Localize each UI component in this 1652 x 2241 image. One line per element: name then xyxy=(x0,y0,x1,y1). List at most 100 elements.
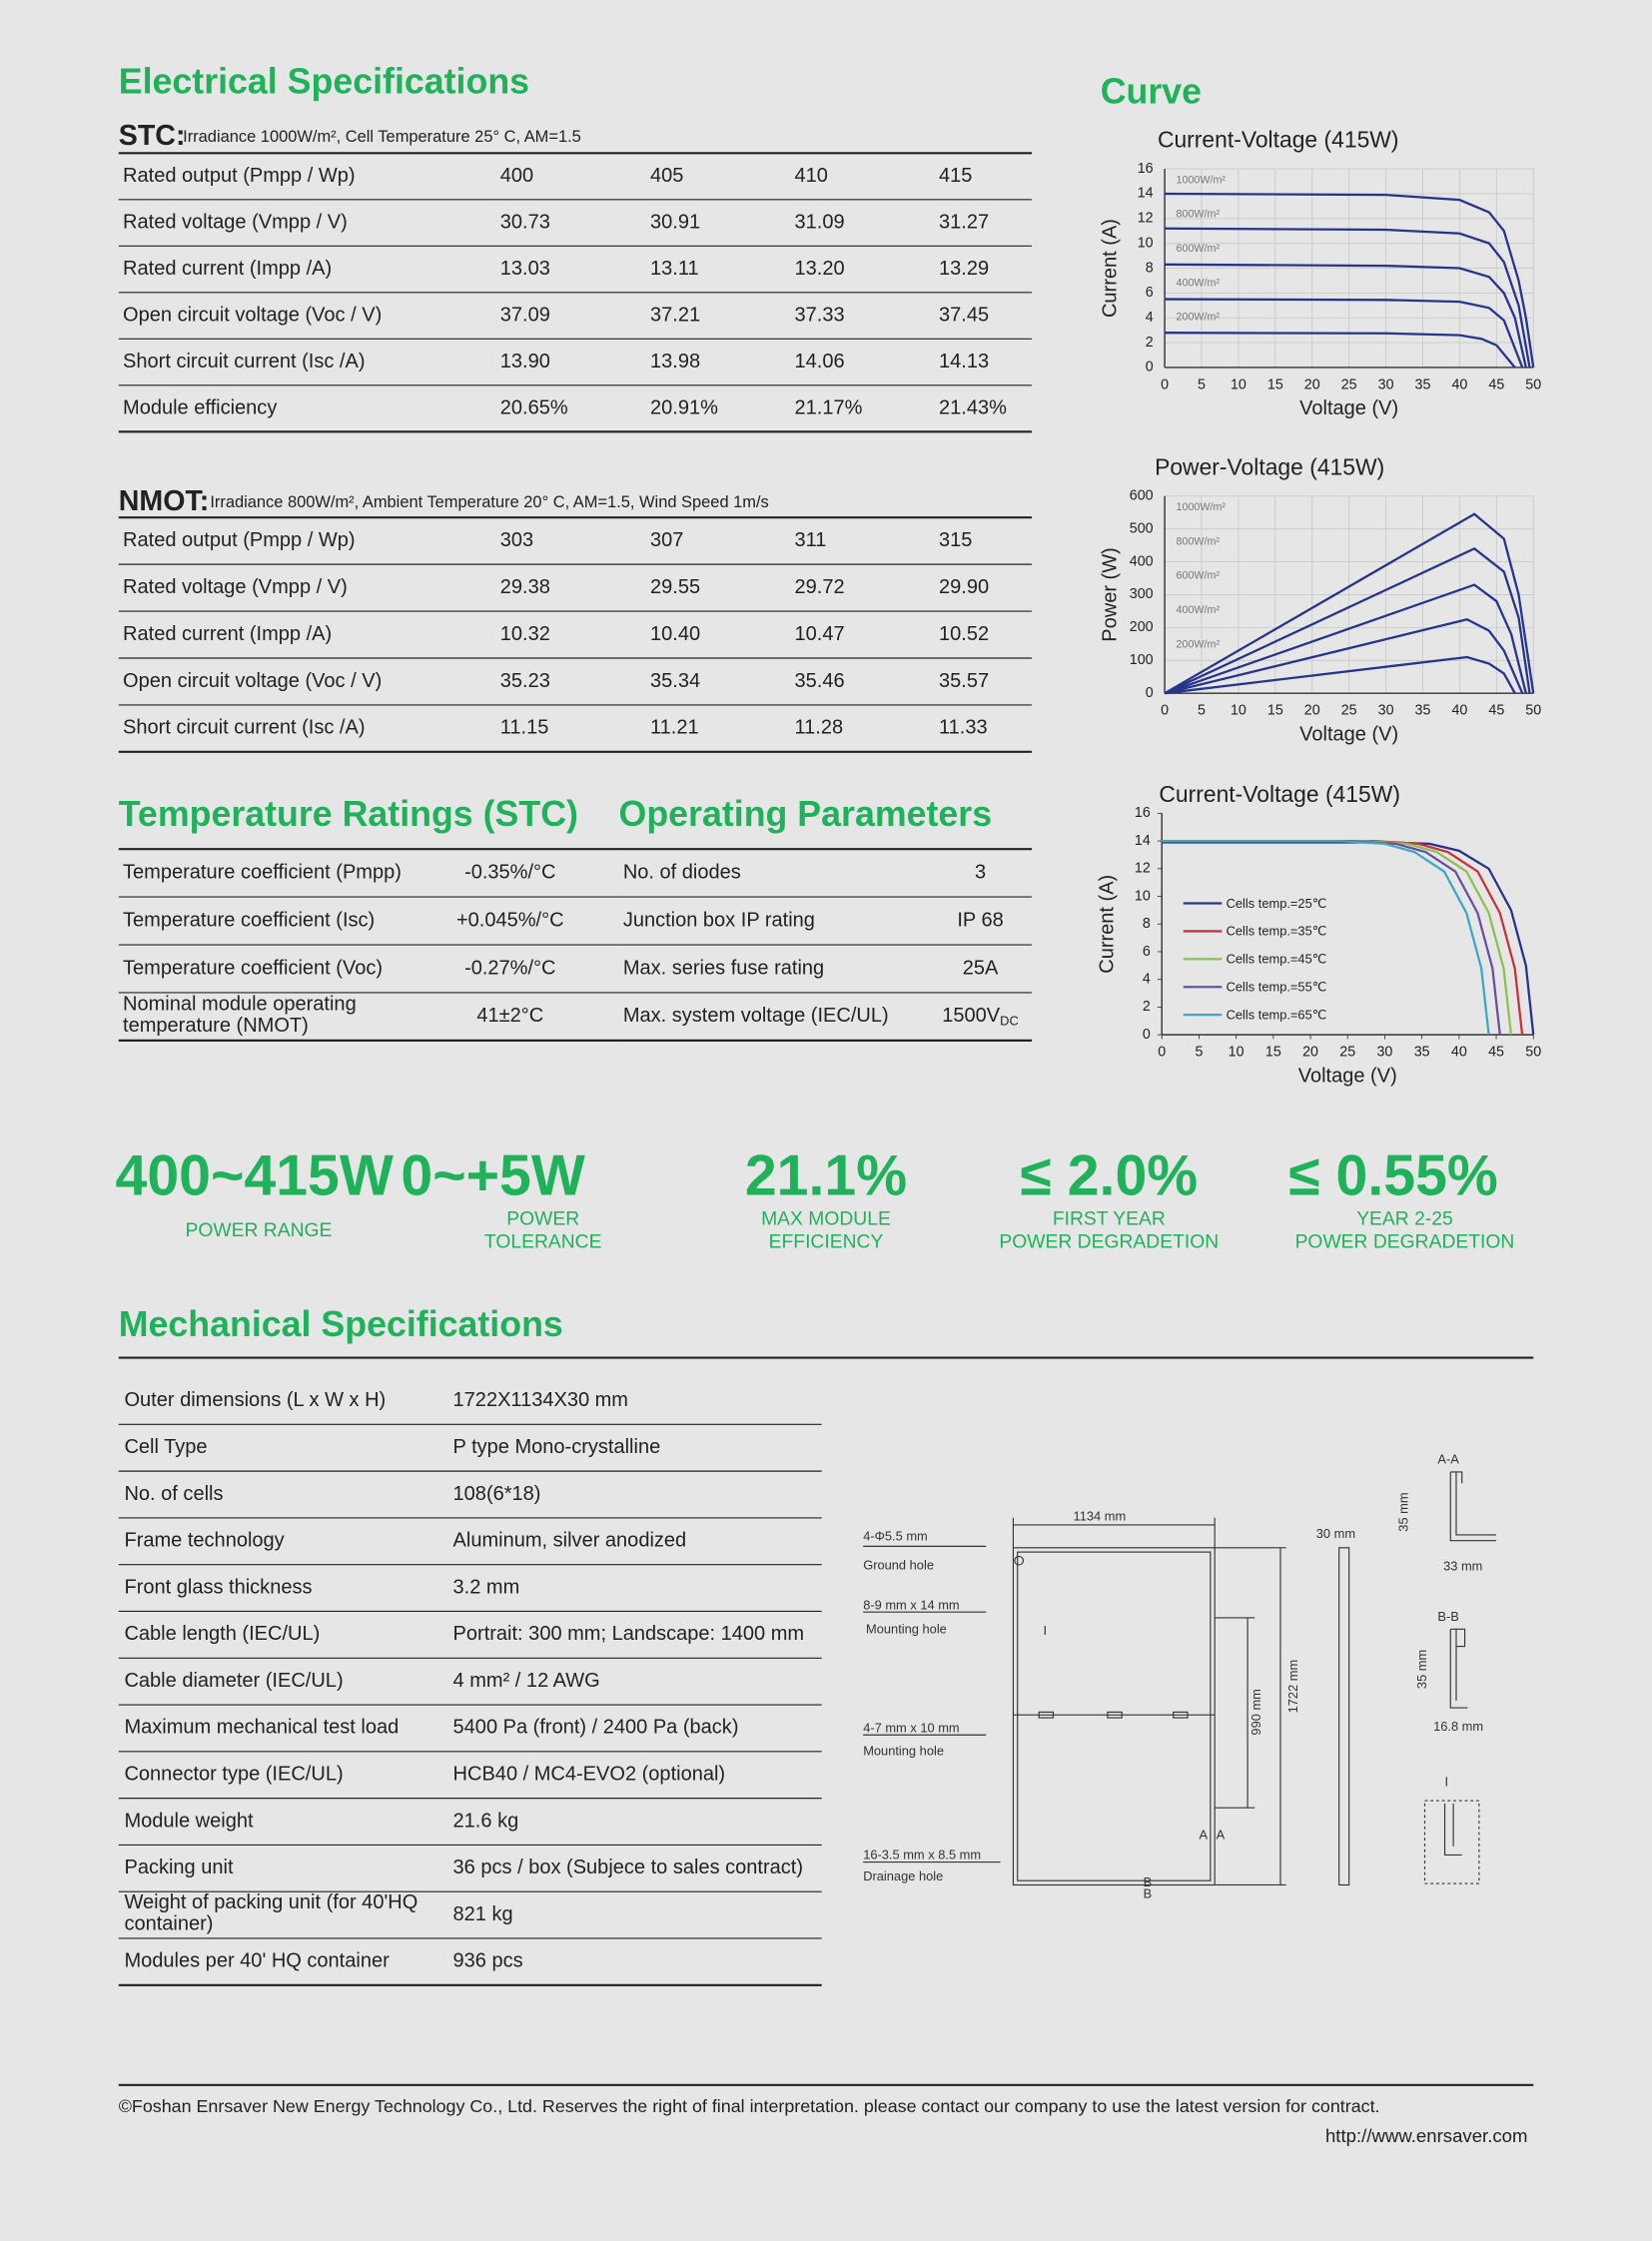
curve xyxy=(1165,298,1524,369)
y-tick-label: 16 xyxy=(1135,805,1151,821)
table-cell: 821 kg xyxy=(453,1903,513,1925)
table-cell: 25A xyxy=(963,957,999,979)
curve xyxy=(1165,227,1531,369)
detail-label: I xyxy=(1445,1775,1449,1790)
table-cell: 13.29 xyxy=(939,258,989,280)
y-tick-label: 14 xyxy=(1135,833,1151,849)
dim-label: 30 mm xyxy=(1316,1526,1355,1541)
x-axis-label: Voltage (V) xyxy=(1299,397,1398,419)
curve xyxy=(1165,332,1516,369)
dim-label: 1134 mm xyxy=(1074,1509,1127,1524)
y-tick-label: 10 xyxy=(1135,888,1151,904)
y-tick-label: 4 xyxy=(1146,310,1154,326)
table-cell: Maximum mechanical test load xyxy=(124,1717,399,1739)
hole-label: Mounting hole xyxy=(863,1743,944,1758)
table-cell: 11.15 xyxy=(500,717,549,739)
table-cell: 21.6 kg xyxy=(453,1810,519,1832)
table-cell: Rated current (Impp /A) xyxy=(123,623,332,645)
table-cell: Junction box IP rating xyxy=(623,909,815,931)
table-cell: 3 xyxy=(975,861,986,883)
table-cell: 35.23 xyxy=(500,670,550,692)
table-cell: Temperature coefficient (Isc) xyxy=(123,909,375,931)
detail-mark: I xyxy=(1043,1623,1047,1638)
curve-label: 1000W/m² xyxy=(1177,174,1227,186)
table-cell: Packing unit xyxy=(124,1857,233,1878)
module-inner xyxy=(1017,1551,1212,1881)
x-tick-label: 15 xyxy=(1267,376,1283,392)
x-tick-label: 10 xyxy=(1231,703,1246,719)
table-cell: P type Mono-crystalline xyxy=(453,1436,661,1458)
x-tick-label: 40 xyxy=(1451,703,1467,719)
curve-label: 600W/m² xyxy=(1177,243,1221,255)
x-tick-label: 20 xyxy=(1304,703,1320,719)
table-cell: 307 xyxy=(650,529,683,551)
section-mark: A xyxy=(1199,1828,1208,1843)
table-cell: Cable length (IEC/UL) xyxy=(124,1623,320,1645)
table-cell: 1722X1134X30 mm xyxy=(453,1389,628,1411)
table-cell: 20.65% xyxy=(500,396,568,418)
highlight-label: POWER DEGRADETION xyxy=(999,1231,1219,1252)
table-cell: 35.46 xyxy=(795,670,845,692)
section-title: Curve xyxy=(1101,71,1202,111)
highlight-label: YEAR 2-25 xyxy=(1356,1208,1453,1229)
table-cell: 21.17% xyxy=(795,396,863,418)
table-cell: 31.27 xyxy=(939,211,989,233)
curve-label: 800W/m² xyxy=(1177,535,1221,547)
highlight-label: TOLERANCE xyxy=(484,1231,602,1252)
section-title: Temperature Ratings (STC) xyxy=(119,794,578,834)
table-cell: No. of cells xyxy=(124,1483,223,1505)
table-cell: 30.73 xyxy=(500,211,550,233)
chart-title: Current-Voltage (415W) xyxy=(1159,781,1400,807)
y-axis-label: Current (A) xyxy=(1099,219,1121,318)
table-cell: Cell Type xyxy=(124,1436,207,1458)
table-cell: 37.21 xyxy=(650,304,700,326)
x-tick-label: 40 xyxy=(1451,376,1467,392)
x-tick-label: 15 xyxy=(1265,1045,1281,1061)
x-tick-label: 35 xyxy=(1414,1045,1430,1061)
x-tick-label: 10 xyxy=(1231,376,1246,392)
table-cell: 29.38 xyxy=(500,576,550,598)
table-cell: 10.52 xyxy=(939,623,989,645)
x-tick-label: 20 xyxy=(1304,376,1320,392)
table-cell: -0.35%/°C xyxy=(464,861,555,883)
y-tick-label: 10 xyxy=(1138,235,1154,251)
table-cell-line: Weight of packing unit (for 40'HQ xyxy=(124,1891,417,1913)
highlight-value: ≤ 0.55% xyxy=(1288,1143,1498,1207)
table-cell: Short circuit current (Isc /A) xyxy=(123,717,365,739)
table-cell: Temperature coefficient (Pmpp) xyxy=(123,861,402,883)
table-cell: 10.32 xyxy=(500,623,550,645)
x-tick-label: 50 xyxy=(1525,1045,1541,1061)
table-cell: 14.13 xyxy=(939,351,989,373)
curve xyxy=(1164,655,1516,695)
curve xyxy=(1165,263,1527,369)
x-tick-label: 40 xyxy=(1451,1045,1467,1061)
module-outline xyxy=(1012,1547,1216,1886)
table-cell: 410 xyxy=(795,165,828,187)
table-cell-line: container) xyxy=(124,1913,213,1935)
table-cell: Max. system voltage (IEC/UL) xyxy=(623,1005,889,1027)
y-tick-label: 8 xyxy=(1143,916,1151,932)
detail-profile xyxy=(1443,1803,1462,1857)
table-cell: 13.03 xyxy=(500,258,550,280)
table-cell: Rated voltage (Vmpp / V) xyxy=(123,576,348,598)
table-cell: 29.72 xyxy=(795,576,845,598)
highlight-value: ≤ 2.0% xyxy=(1020,1143,1198,1207)
table-cell: Nominal module operating temperature (NMO… xyxy=(123,994,357,1037)
table-cell: 400 xyxy=(500,165,533,187)
table-cell: Aluminum, silver anodized xyxy=(453,1530,687,1552)
table-cell: Rated output (Pmpp / Wp) xyxy=(123,165,356,187)
table-cell: 37.45 xyxy=(939,304,989,326)
table-cell: 11.28 xyxy=(795,717,844,739)
table-cell: Front glass thickness xyxy=(124,1576,312,1598)
highlight-label: MAX MODULE xyxy=(761,1208,891,1229)
x-tick-label: 0 xyxy=(1161,703,1169,719)
section-label: A-A xyxy=(1437,1451,1459,1466)
x-tick-label: 10 xyxy=(1229,1045,1244,1061)
hole-label: Ground hole xyxy=(863,1557,934,1572)
subscript: DC xyxy=(1000,1014,1019,1029)
hole-label: Drainage hole xyxy=(863,1868,943,1883)
table-cell: Module weight xyxy=(124,1810,254,1832)
y-tick-label: 300 xyxy=(1130,586,1154,602)
